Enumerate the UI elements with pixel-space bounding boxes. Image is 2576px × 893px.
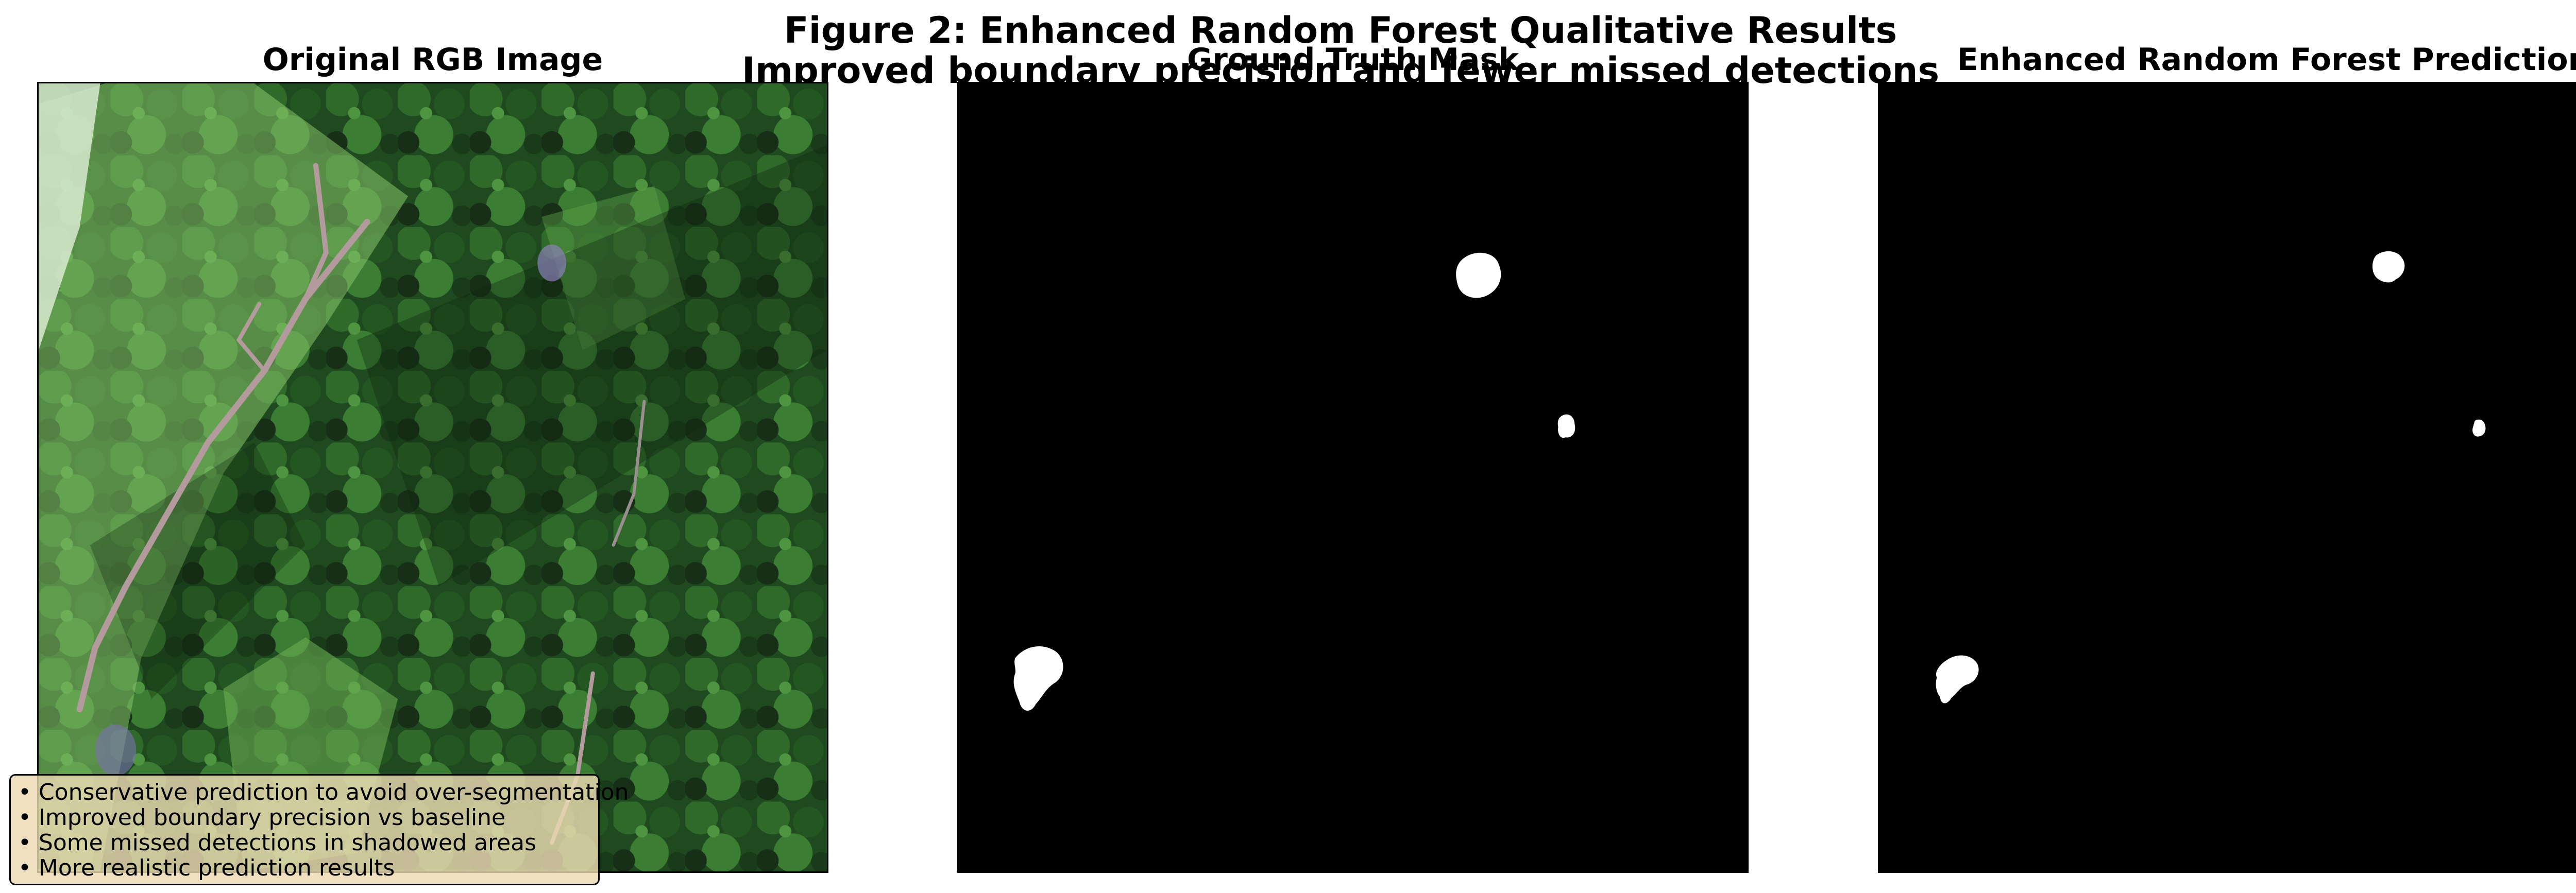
prediction-panel-title: Enhanced Random Forest Prediction	[1957, 42, 2576, 78]
prediction-mask	[1879, 83, 2576, 871]
ground-truth-panel-title: Ground Truth Mask	[1187, 42, 1519, 78]
figure-title: Figure 2: Enhanced Random Forest Qualita…	[784, 9, 1897, 51]
notes-box: • Conservative prediction to avoid over-…	[9, 774, 629, 885]
aerial-forest-image	[39, 83, 827, 871]
prediction-mask-panel	[1878, 82, 2576, 873]
prediction-blob-middle	[2472, 419, 2486, 437]
prediction-blob-left	[1936, 655, 1979, 703]
ground-truth-blob-top	[1456, 252, 1501, 298]
ground-truth-mask-panel	[957, 82, 1749, 873]
note-line: • More realistic prediction results	[18, 855, 395, 881]
note-line: • Some missed detections in shadowed are…	[18, 830, 537, 856]
ground-truth-blob-left	[1013, 646, 1063, 711]
ground-truth-mask	[959, 83, 1747, 871]
note-line: • Improved boundary precision vs baselin…	[18, 804, 506, 831]
ground-truth-blob-middle	[1557, 414, 1575, 438]
prediction-blob-top	[2372, 251, 2405, 283]
rgb-image-panel	[37, 82, 828, 873]
note-line: • Conservative prediction to avoid over-…	[18, 779, 629, 805]
rgb-panel-title: Original RGB Image	[262, 42, 603, 78]
